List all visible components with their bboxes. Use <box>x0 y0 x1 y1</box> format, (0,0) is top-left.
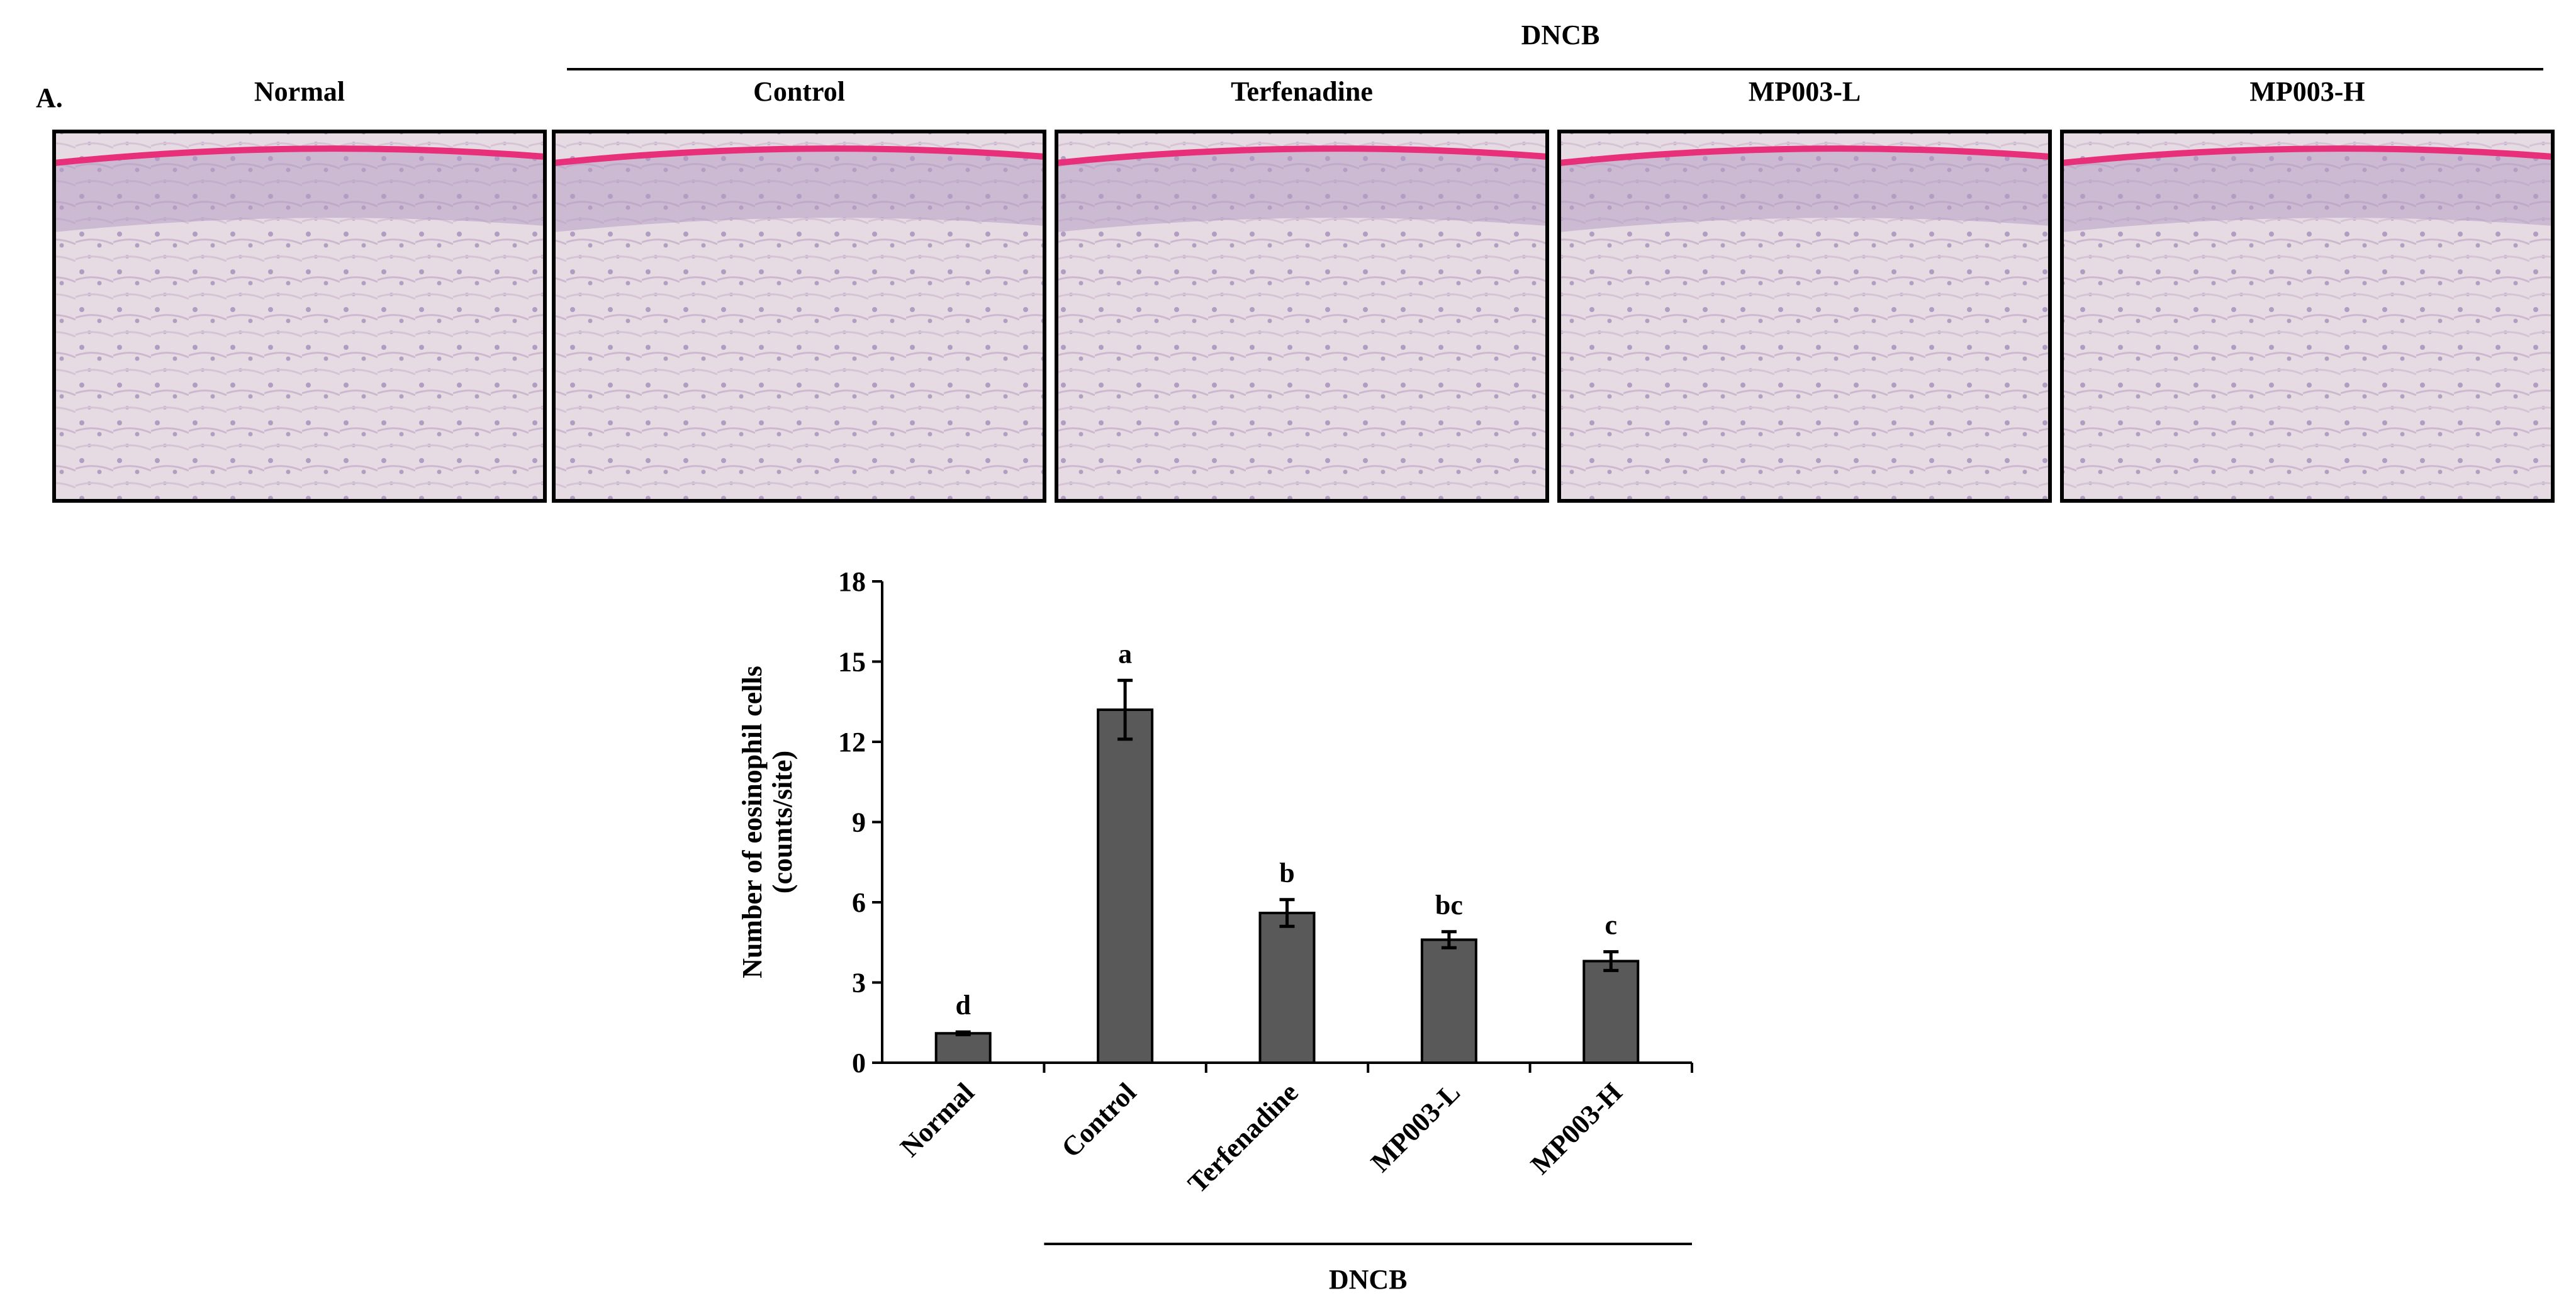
x-tick-label: Terfenadine <box>1182 1077 1304 1199</box>
panel-border <box>1557 130 2052 503</box>
epidermis <box>554 148 1044 232</box>
error-bar <box>955 1030 971 1036</box>
stratum-corneum <box>1559 145 2051 166</box>
significance-label: c <box>1605 910 1618 941</box>
error-bar <box>1117 678 1133 741</box>
panel-border <box>52 130 547 503</box>
significance-label: bc <box>1435 890 1463 921</box>
panel-title: MP003-H <box>2249 76 2365 107</box>
panel-title: Normal <box>254 76 345 107</box>
stratum-corneum <box>553 145 1045 166</box>
epidermis <box>1559 148 2050 232</box>
panel-label: A. <box>36 82 63 113</box>
panel-title: Control <box>753 76 845 107</box>
stratum-corneum <box>2061 145 2553 166</box>
panel-border <box>2060 130 2555 503</box>
bar <box>1582 960 1640 1064</box>
error-bar <box>1441 930 1457 949</box>
epidermis <box>54 148 545 232</box>
y-tick-label: 15 <box>838 647 866 678</box>
y-tick-label: 0 <box>852 1048 866 1078</box>
x-tick-label: MP003-H <box>1525 1077 1628 1180</box>
bar-chart: 0 3 6 9 12 15 18 Number of eosinophil cells (cou… <box>737 566 1693 1295</box>
error-bar <box>1603 950 1619 972</box>
epidermis <box>1056 148 1547 232</box>
x-tick-label: Normal <box>894 1077 980 1163</box>
epidermis <box>2062 148 2553 232</box>
y-tick-label: 9 <box>852 807 866 838</box>
panel-border <box>552 130 1046 503</box>
y-axis-label: (counts/site) <box>767 751 798 893</box>
error-bar <box>1279 898 1295 928</box>
stratum-corneum <box>53 145 546 166</box>
y-axis-label: Number of eosinophil cells <box>737 666 768 978</box>
bar <box>1258 912 1316 1064</box>
x-tick-label: MP003-L <box>1365 1077 1466 1178</box>
bar <box>934 1032 992 1064</box>
bar <box>1420 938 1477 1064</box>
significance-label: b <box>1279 858 1294 888</box>
group-label: DNCB <box>1329 1264 1408 1295</box>
y-tick-label: 6 <box>852 887 866 918</box>
panel-title: MP003-L <box>1749 76 1861 107</box>
panel-border <box>1055 130 1549 503</box>
group-label: DNCB <box>1521 20 1600 50</box>
y-tick-label: 12 <box>838 727 866 758</box>
y-tick-label: 18 <box>838 566 866 597</box>
x-tick-label: Control <box>1055 1077 1142 1163</box>
image-panels: Normal Control Terfenadine MP003-L MP003-H <box>52 76 2555 503</box>
significance-label: a <box>1118 638 1132 669</box>
panel-title: Terfenadine <box>1231 76 1373 107</box>
stratum-corneum <box>1056 145 1548 166</box>
bar <box>1097 708 1154 1064</box>
significance-label: d <box>955 990 970 1021</box>
y-tick-label: 3 <box>852 968 866 999</box>
